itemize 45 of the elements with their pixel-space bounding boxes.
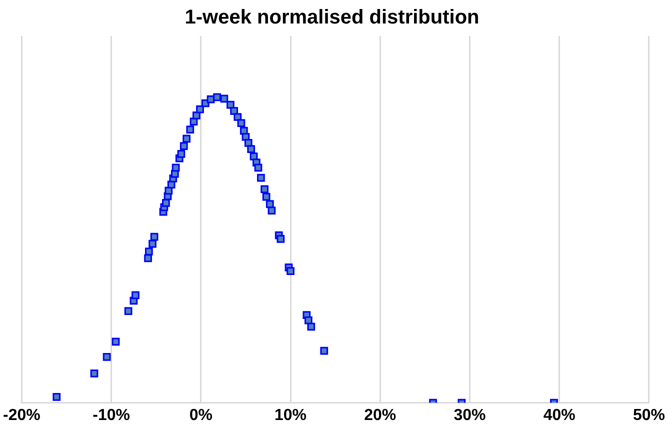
point [268, 206, 276, 214]
point [320, 346, 328, 355]
point [177, 150, 186, 158]
x-tick-label: -20% [2, 406, 40, 424]
point [186, 126, 194, 134]
point [196, 105, 204, 114]
point [148, 240, 156, 248]
point [180, 142, 188, 150]
point [276, 235, 285, 243]
point [220, 94, 228, 103]
point [262, 192, 270, 201]
point [112, 338, 120, 346]
x-tick-label: 50% [632, 406, 666, 424]
point [234, 113, 242, 121]
point [170, 170, 179, 178]
x-tick-label: 10% [274, 406, 307, 424]
point [260, 185, 268, 194]
point [304, 316, 312, 324]
point [213, 93, 221, 102]
point [182, 134, 190, 143]
point [132, 291, 140, 300]
x-tick-label: -10% [92, 406, 130, 424]
point [172, 164, 180, 172]
point [286, 267, 294, 275]
point [102, 353, 111, 361]
point [192, 112, 200, 120]
point [145, 248, 153, 256]
point [124, 307, 132, 316]
point [247, 145, 256, 154]
point [307, 322, 316, 331]
point [90, 370, 98, 378]
chart-title: 1-week normalised distribution [184, 6, 480, 29]
x-tick-label: 40% [543, 406, 576, 424]
point [52, 393, 61, 401]
point [230, 106, 238, 115]
point [150, 232, 158, 241]
x-tick-label: 0% [189, 406, 212, 424]
x-tick-label: 20% [364, 406, 396, 424]
point [257, 174, 265, 182]
point [237, 119, 246, 128]
x-tick-label: 30% [454, 406, 486, 424]
point [162, 198, 170, 207]
point [164, 186, 173, 195]
point [254, 164, 262, 172]
point [266, 200, 274, 208]
